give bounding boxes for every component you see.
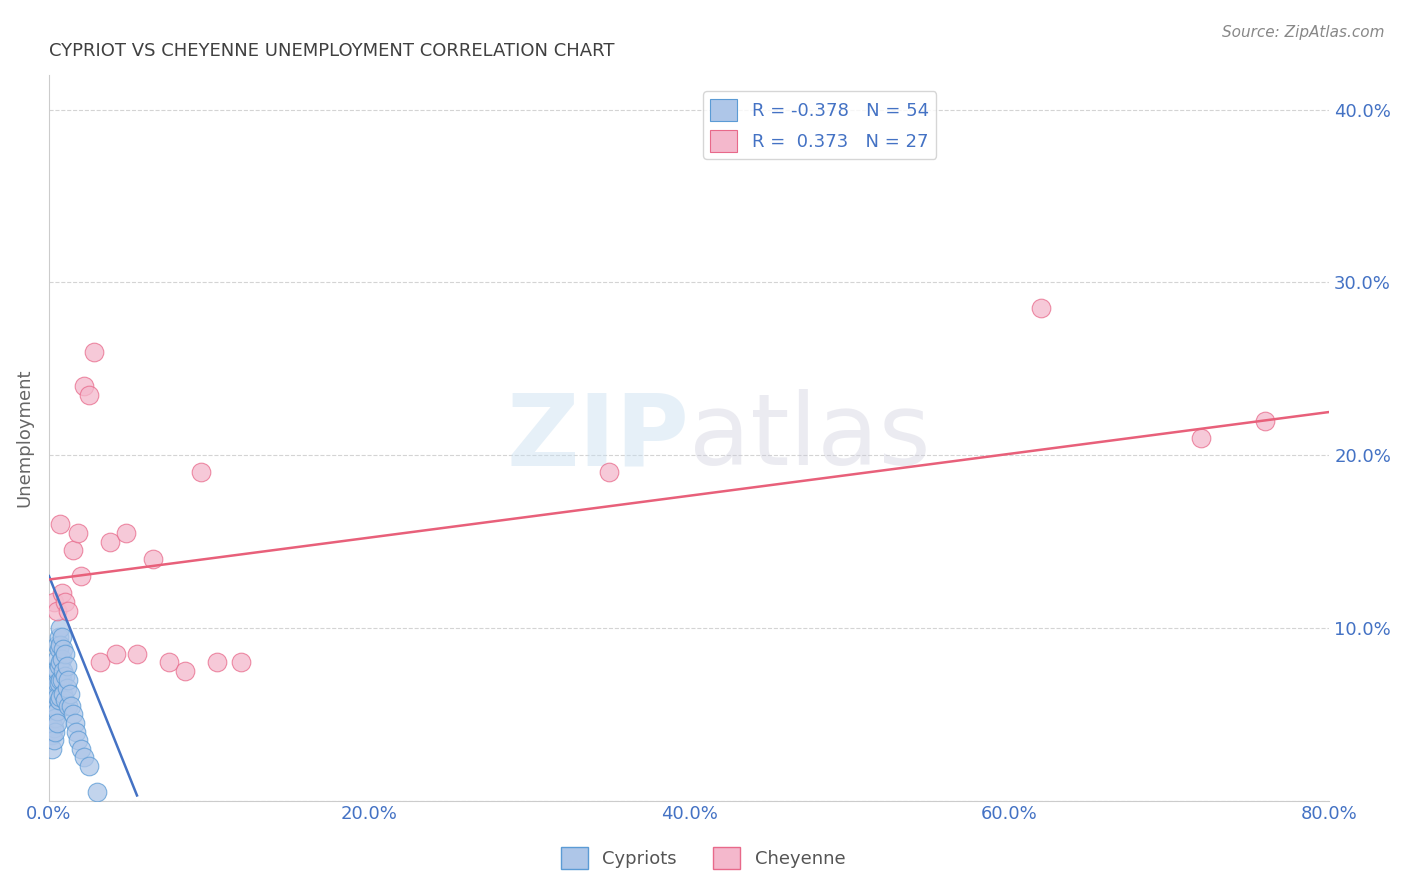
Point bbox=[44, 687, 66, 701]
Point bbox=[46, 715, 69, 730]
Point bbox=[51, 652, 73, 666]
Point bbox=[86, 785, 108, 799]
Point bbox=[1189, 431, 1212, 445]
Point bbox=[41, 715, 63, 730]
Point bbox=[53, 669, 76, 683]
Point bbox=[42, 690, 65, 704]
Point bbox=[62, 543, 84, 558]
Point bbox=[48, 630, 70, 644]
Point bbox=[51, 586, 73, 600]
Point bbox=[42, 733, 65, 747]
Text: Source: ZipAtlas.com: Source: ZipAtlas.com bbox=[1222, 25, 1385, 40]
Point bbox=[56, 698, 79, 713]
Point bbox=[42, 721, 65, 735]
Point bbox=[42, 698, 65, 713]
Point bbox=[77, 759, 100, 773]
Point bbox=[55, 659, 77, 673]
Point bbox=[46, 638, 69, 652]
Legend: Cypriots, Cheyenne: Cypriots, Cheyenne bbox=[554, 839, 852, 876]
Point bbox=[142, 551, 165, 566]
Point bbox=[66, 733, 89, 747]
Y-axis label: Unemployment: Unemployment bbox=[15, 368, 32, 508]
Point bbox=[114, 525, 136, 540]
Legend: R = -0.378   N = 54, R =  0.373   N = 27: R = -0.378 N = 54, R = 0.373 N = 27 bbox=[703, 92, 936, 159]
Point bbox=[65, 724, 87, 739]
Text: CYPRIOT VS CHEYENNE UNEMPLOYMENT CORRELATION CHART: CYPRIOT VS CHEYENNE UNEMPLOYMENT CORRELA… bbox=[49, 42, 614, 60]
Point bbox=[49, 638, 72, 652]
Point bbox=[44, 676, 66, 690]
Point bbox=[205, 656, 228, 670]
Point bbox=[42, 707, 65, 722]
Point bbox=[41, 728, 63, 742]
Point bbox=[41, 741, 63, 756]
Point bbox=[53, 595, 76, 609]
Point bbox=[63, 715, 86, 730]
Point bbox=[44, 711, 66, 725]
Point bbox=[70, 741, 93, 756]
Point bbox=[62, 707, 84, 722]
Point bbox=[1254, 414, 1277, 428]
Point bbox=[49, 690, 72, 704]
Point bbox=[44, 664, 66, 678]
Point bbox=[46, 704, 69, 718]
Point bbox=[44, 698, 66, 713]
Point bbox=[46, 676, 69, 690]
Point bbox=[48, 659, 70, 673]
Point bbox=[73, 750, 96, 764]
Point bbox=[49, 621, 72, 635]
Point bbox=[46, 604, 69, 618]
Point bbox=[56, 673, 79, 687]
Point bbox=[77, 388, 100, 402]
Point bbox=[55, 681, 77, 696]
Point bbox=[56, 604, 79, 618]
Point bbox=[52, 687, 75, 701]
Point bbox=[46, 664, 69, 678]
Point bbox=[98, 534, 121, 549]
Point bbox=[53, 647, 76, 661]
Point bbox=[174, 664, 197, 678]
Point bbox=[66, 525, 89, 540]
Point bbox=[89, 656, 111, 670]
Point bbox=[51, 630, 73, 644]
Point bbox=[60, 698, 83, 713]
Point bbox=[49, 656, 72, 670]
Point bbox=[46, 652, 69, 666]
Point bbox=[229, 656, 252, 670]
Point bbox=[125, 647, 148, 661]
Text: ZIP: ZIP bbox=[506, 390, 689, 486]
Point bbox=[48, 641, 70, 656]
Point bbox=[83, 344, 105, 359]
Point bbox=[52, 664, 75, 678]
Point bbox=[51, 673, 73, 687]
Point bbox=[53, 693, 76, 707]
Point bbox=[46, 690, 69, 704]
Point bbox=[49, 517, 72, 532]
Point bbox=[49, 673, 72, 687]
Text: atlas: atlas bbox=[689, 390, 931, 486]
Point bbox=[42, 595, 65, 609]
Point bbox=[105, 647, 128, 661]
Point bbox=[52, 641, 75, 656]
Point bbox=[598, 466, 620, 480]
Point bbox=[48, 693, 70, 707]
Point bbox=[157, 656, 180, 670]
Point bbox=[59, 687, 82, 701]
Point bbox=[1031, 301, 1053, 316]
Point bbox=[190, 466, 212, 480]
Point bbox=[48, 676, 70, 690]
Point bbox=[73, 379, 96, 393]
Point bbox=[44, 724, 66, 739]
Point bbox=[70, 569, 93, 583]
